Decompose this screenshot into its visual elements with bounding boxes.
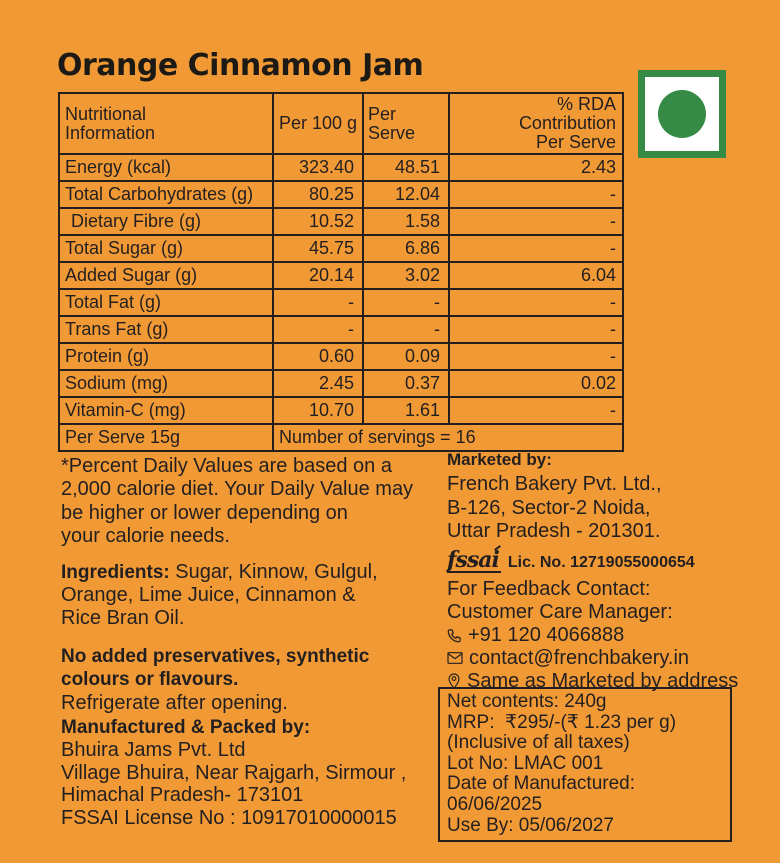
fssai-license-number: Lic. No. 12719055000654 [507,553,695,571]
per-serve-value: 0.09 [362,342,450,371]
rda-value: - [448,396,624,425]
table-row: Total Carbohydrates (g) 80.25 12.04- [58,180,624,209]
servings-count: Number of servings = 16 [272,423,624,452]
fssai-logo: fssai [447,546,501,573]
pack-info-box: Net contents: 240g MRP: ₹295/-(₹ 1.23 pe… [438,687,732,843]
rda-value: - [448,180,624,209]
phone-icon [447,628,461,642]
per-100g-value: 45.75 [272,234,364,263]
nutrition-table: Nutritional Information Per 100 g Per Se… [58,92,624,452]
per-100g-value: 80.25 [272,180,364,209]
rda-value: - [448,342,624,371]
per-100g-value: 20.14 [272,261,364,290]
email-line: contact@frenchbakery.in [447,647,747,670]
ingredients-list: Sugar, Kinnow, Gulgul, Orange, Lime Juic… [61,560,378,630]
mrp: MRP: ₹295/-(₹ 1.23 per g) [447,711,677,733]
ingredients-paragraph: Ingredients: Sugar, Kinnow, Gulgul, Oran… [61,561,453,631]
nutrient-name: Dietary Fibre (g) [58,207,274,236]
table-row: Dietary Fibre (g) 10.52 1.58- [58,207,624,236]
email-address: contact@frenchbakery.in [469,646,690,669]
table-row: Vitamin-C (mg) 10.70 1.61- [58,396,624,425]
per-serve-value: 0.37 [362,369,450,398]
per-serve-value: 3.02 [362,261,450,290]
rda-value: - [448,234,624,263]
rda-value: - [448,207,624,236]
rda-value: - [448,288,624,317]
storage-note: Refrigerate after opening. [61,691,288,714]
nutrient-name: Total Fat (g) [58,288,274,317]
rda-value: - [448,315,624,344]
email-icon [447,652,463,664]
col-header-per-serve: Per Serve [362,92,450,155]
vegetarian-mark-icon [638,70,726,158]
nutrient-name: Protein (g) [58,342,274,371]
address-note: Same as Marketed by address [467,669,739,692]
nutrient-name: Energy (kcal) [58,153,274,182]
per-serve-value: - [362,288,450,317]
table-row: Total Fat (g) - - - [58,288,624,317]
table-row: Energy (kcal) 323.40 48.51 2.43 [58,153,624,182]
per-100g-value: 10.52 [272,207,364,236]
per-100g-value: 2.45 [272,369,364,398]
manufacture-date: Date of Manufactured: 06/06/2025 [447,773,641,815]
rda-value: 0.02 [448,369,624,398]
per-100g-value: - [272,288,364,317]
use-by-date: Use By: 05/06/2027 [447,814,614,836]
nutrient-name: Total Carbohydrates (g) [58,180,274,209]
per-serve-value: - [362,315,450,344]
nutrient-name: Added Sugar (g) [58,261,274,290]
vegetarian-dot-icon [658,90,706,138]
nutrient-name: Total Sugar (g) [58,234,274,263]
table-footer-row: Per Serve 15g Number of servings = 16 [58,423,624,452]
table-row: Total Sugar (g) 45.75 6.86- [58,234,624,263]
col-header-per-100g: Per 100 g [272,92,364,155]
per-serve-value: 6.86 [362,234,450,263]
marketed-by-label: Marketed by: [447,450,552,469]
net-contents: Net contents: 240g [447,691,607,712]
per-serve-value: 48.51 [362,153,450,182]
manufacturer-address: Bhuira Jams Pvt. Ltd Village Bhuira, Nea… [61,739,407,829]
daily-value-note: *Percent Daily Values are based on a 2,0… [61,455,414,548]
address-line: Same as Marketed by address [447,670,747,693]
manufactured-by-label: Manufactured & Packed by: [61,717,311,739]
table-row: Trans Fat (g) - - - [58,315,624,344]
marketer-address: French Bakery Pvt. Ltd., B-126, Sector-2… [447,473,662,542]
feedback-heading: For Feedback Contact: [447,577,651,600]
table-row: Added Sugar (g) 20.14 3.02 6.04 [58,261,624,290]
serve-size-label: Per Serve 15g [58,423,274,452]
ingredients-label: Ingredients: [61,561,170,583]
nutrient-name: Vitamin-C (mg) [58,396,274,425]
phone-number: +91 120 4066888 [468,623,625,646]
fssai-license-line: fssai Lic. No. 12719055000654 [447,549,747,573]
feedback-subheading: Customer Care Manager: [447,600,673,623]
rda-value: 6.04 [448,261,624,290]
rda-value: 2.43 [448,153,624,182]
location-pin-icon [448,673,460,689]
product-title: Orange Cinnamon Jam [57,48,424,83]
col-header-rda-contribution: % RDA Contribution Per Serve [448,92,624,155]
table-header-row: Nutritional Information Per 100 g Per Se… [58,92,624,155]
nutrient-name: Sodium (mg) [58,369,274,398]
per-100g-value: 323.40 [272,153,364,182]
lot-number: Lot No: LMAC 001 [447,752,604,774]
phone-line: +91 120 4066888 [447,624,747,647]
tax-note: (Inclusive of all taxes) [447,732,630,754]
nutrient-name: Trans Fat (g) [58,315,274,344]
left-column: *Percent Daily Values are based on a 2,0… [61,455,453,829]
per-100g-value: 0.60 [272,342,364,371]
no-additives-note: No added preservatives, synthetic colour… [61,645,370,691]
per-serve-value: 1.61 [362,396,450,425]
right-column: Marketed by: French Bakery Pvt. Ltd., B-… [447,450,747,693]
per-100g-value: 10.70 [272,396,364,425]
col-header-nutritional-information: Nutritional Information [58,92,274,155]
per-100g-value: - [272,315,364,344]
table-row: Protein (g) 0.60 0.09- [58,342,624,371]
per-serve-value: 1.58 [362,207,450,236]
per-serve-value: 12.04 [362,180,450,209]
table-row: Sodium (mg) 2.45 0.37 0.02 [58,369,624,398]
